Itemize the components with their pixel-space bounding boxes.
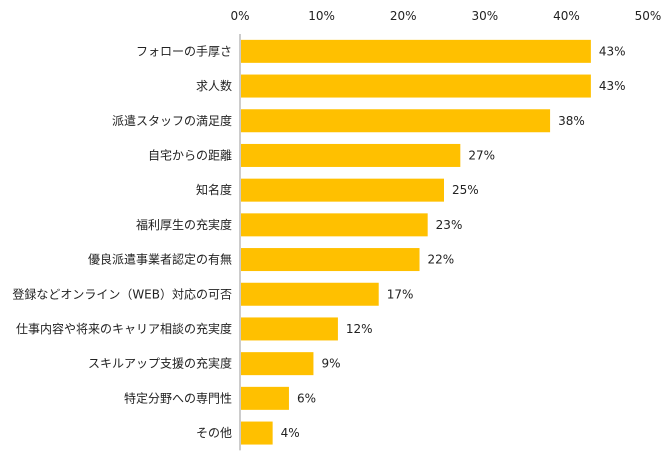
category-label: フォローの手厚さ — [136, 44, 232, 58]
data-label: 23% — [436, 218, 463, 232]
bar — [241, 74, 591, 98]
data-label: 43% — [599, 79, 626, 93]
category-label: 特定分野への専門性 — [124, 390, 232, 405]
x-tick-label: 0% — [230, 9, 249, 23]
bar — [241, 282, 379, 306]
bar — [241, 421, 273, 445]
data-label: 4% — [281, 426, 300, 440]
data-label: 43% — [599, 44, 626, 58]
category-label: 自宅からの距離 — [148, 147, 232, 162]
data-label: 17% — [387, 287, 414, 301]
data-label: 27% — [468, 148, 495, 162]
category-label: その他 — [196, 426, 232, 440]
bar — [241, 386, 289, 410]
bar — [241, 109, 551, 133]
bar — [241, 352, 314, 376]
data-label: 9% — [321, 357, 340, 371]
data-label: 22% — [428, 253, 455, 267]
x-axis-ticks: 0% 10% 20% 30% 40% 50% — [230, 9, 661, 23]
category-label: 派遣スタッフの満足度 — [112, 113, 232, 128]
bar — [241, 213, 428, 237]
x-tick-label: 40% — [553, 9, 580, 23]
category-label: 求人数 — [196, 78, 232, 93]
bar — [241, 317, 338, 341]
x-tick-label: 30% — [471, 9, 498, 23]
x-tick-label: 50% — [635, 9, 662, 23]
data-label: 6% — [297, 391, 316, 405]
bar — [241, 178, 444, 202]
category-labels: フォローの手厚さ求人数派遣スタッフの満足度自宅からの距離知名度福利厚生の充実度優… — [12, 44, 232, 440]
category-label: 福利厚生の充実度 — [136, 217, 232, 232]
bar — [241, 39, 591, 63]
data-label: 12% — [346, 322, 373, 336]
bar — [241, 143, 461, 167]
category-label: スキルアップ支援の充実度 — [88, 356, 232, 371]
data-labels: 43% 43% 38% 27% 25% 23% 22% 17% 12% 9% 6% 4% — [281, 44, 626, 440]
x-tick-label: 10% — [308, 9, 335, 23]
category-label: 優良派遣事業者認定の有無 — [88, 252, 232, 267]
data-label: 25% — [452, 183, 479, 197]
category-label: 仕事内容や将来のキャリア相談の充実度 — [16, 321, 232, 336]
category-label: 知名度 — [196, 182, 232, 197]
data-label: 38% — [558, 114, 585, 128]
bars — [241, 39, 591, 445]
category-label: 登録などオンライン（WEB）対応の可否 — [12, 286, 232, 301]
x-tick-label: 20% — [390, 9, 417, 23]
bar — [241, 248, 420, 272]
